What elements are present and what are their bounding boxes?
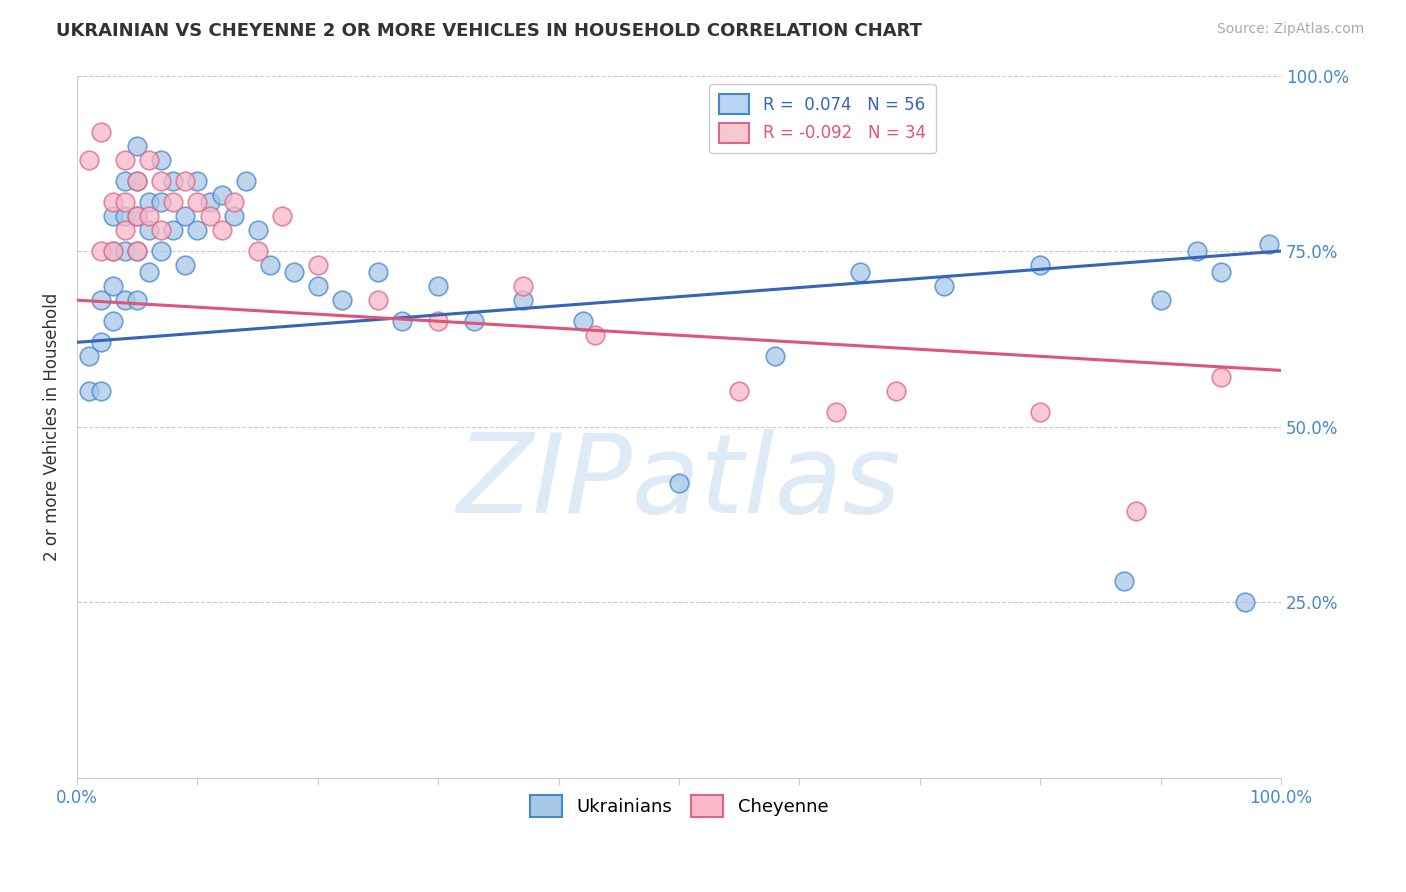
Point (668, 475, 690, 490)
Point (162, 194, 184, 209)
Point (103, 314, 125, 328)
Point (114, 209, 136, 223)
Point (127, 293, 149, 308)
Point (77, 349, 100, 363)
Point (103, 244, 125, 258)
Point (824, 405, 846, 419)
Point (367, 293, 389, 308)
Point (174, 209, 197, 223)
Point (150, 223, 173, 237)
Point (150, 244, 173, 258)
Point (246, 244, 269, 258)
Point (283, 265, 305, 279)
Point (1209, 370, 1232, 384)
Point (1114, 574, 1136, 588)
Point (162, 223, 184, 237)
Legend: Ukrainians, Cheyenne: Ukrainians, Cheyenne (523, 789, 835, 825)
Point (391, 314, 413, 328)
Point (1185, 244, 1208, 258)
Point (138, 223, 160, 237)
Point (1209, 265, 1232, 279)
Point (1029, 405, 1052, 419)
Text: Source: ZipAtlas.com: Source: ZipAtlas.com (1216, 22, 1364, 37)
Point (1125, 504, 1147, 518)
Point (114, 293, 136, 308)
Point (198, 209, 221, 223)
Point (114, 244, 136, 258)
Point (150, 194, 173, 209)
Point (114, 174, 136, 188)
Point (138, 265, 160, 279)
Point (427, 314, 450, 328)
Point (150, 153, 173, 167)
Point (90, 125, 112, 139)
Point (763, 349, 786, 363)
Point (583, 328, 606, 343)
Point (77, 153, 100, 167)
Point (138, 194, 160, 209)
Point (114, 153, 136, 167)
Point (127, 138, 149, 153)
Point (103, 279, 125, 293)
Point (932, 279, 955, 293)
Point (571, 314, 593, 328)
Point (138, 209, 160, 223)
Point (186, 194, 208, 209)
Point (222, 209, 245, 223)
Point (150, 174, 173, 188)
Point (1149, 293, 1171, 308)
Point (367, 265, 389, 279)
Point (512, 279, 534, 293)
Point (127, 209, 149, 223)
Point (186, 223, 208, 237)
Point (848, 265, 870, 279)
Point (884, 384, 907, 399)
Point (186, 174, 208, 188)
Point (211, 187, 233, 202)
Point (222, 194, 245, 209)
Point (246, 223, 269, 237)
Point (211, 223, 233, 237)
Point (330, 293, 353, 308)
Text: UKRAINIAN VS CHEYENNE 2 OR MORE VEHICLES IN HOUSEHOLD CORRELATION CHART: UKRAINIAN VS CHEYENNE 2 OR MORE VEHICLES… (56, 22, 922, 40)
Point (103, 244, 125, 258)
Point (114, 194, 136, 209)
Point (90, 244, 112, 258)
Point (307, 279, 329, 293)
Point (90, 384, 112, 399)
Text: ZIPatlas: ZIPatlas (457, 429, 901, 536)
Point (174, 174, 197, 188)
Point (1029, 258, 1052, 272)
Point (1258, 237, 1281, 252)
Point (90, 335, 112, 350)
Point (127, 244, 149, 258)
Point (103, 194, 125, 209)
Point (512, 293, 534, 308)
Point (127, 244, 149, 258)
Point (138, 153, 160, 167)
Point (270, 209, 292, 223)
Point (90, 293, 112, 308)
Point (127, 174, 149, 188)
Y-axis label: 2 or more Vehicles in Household: 2 or more Vehicles in Household (44, 293, 60, 561)
Point (427, 279, 450, 293)
Point (162, 174, 184, 188)
Point (198, 194, 221, 209)
Point (174, 258, 197, 272)
Point (127, 174, 149, 188)
Point (1233, 595, 1256, 609)
Point (127, 209, 149, 223)
Point (463, 314, 485, 328)
Point (235, 174, 257, 188)
Point (114, 223, 136, 237)
Point (728, 384, 751, 399)
Point (259, 258, 281, 272)
Point (103, 209, 125, 223)
Point (307, 258, 329, 272)
Point (77, 384, 100, 399)
